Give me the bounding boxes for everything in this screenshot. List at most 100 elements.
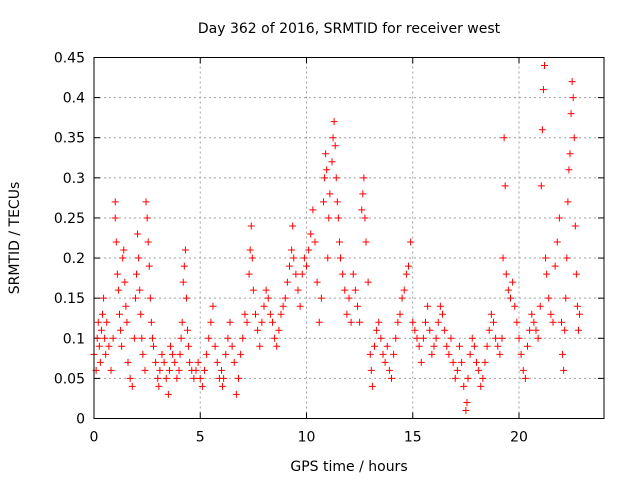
data-point: [182, 294, 190, 302]
data-point: [504, 286, 512, 294]
data-point: [198, 382, 206, 390]
data-point: [513, 318, 521, 326]
data-point: [490, 318, 497, 326]
data-point: [419, 334, 427, 342]
data-point: [303, 262, 310, 270]
data-point: [460, 382, 468, 390]
data-point: [428, 350, 436, 358]
data-point: [145, 262, 153, 270]
data-point: [143, 214, 151, 222]
data-point: [483, 342, 491, 350]
y-tick-label: 0.25: [54, 211, 85, 227]
data-point: [470, 342, 478, 350]
data-point: [156, 366, 164, 374]
data-point: [246, 246, 254, 254]
data-point: [402, 270, 410, 278]
data-point: [430, 342, 438, 350]
data-point: [300, 254, 308, 262]
data-point: [509, 278, 517, 286]
data-point: [424, 302, 432, 310]
data-point: [138, 334, 146, 342]
data-point: [99, 310, 106, 318]
data-point: [273, 342, 281, 350]
data-point: [543, 270, 551, 278]
data-point: [521, 374, 529, 382]
data-point: [567, 110, 575, 118]
data-point: [466, 350, 474, 358]
data-point: [169, 350, 177, 358]
data-point: [175, 366, 183, 374]
data-point: [211, 342, 219, 350]
data-point: [356, 318, 364, 326]
data-point: [555, 214, 563, 222]
data-point: [464, 374, 472, 382]
data-point: [541, 62, 548, 70]
data-point: [449, 358, 457, 366]
data-point: [547, 310, 555, 318]
data-point: [349, 270, 357, 278]
data-point: [252, 310, 259, 318]
data-point: [248, 254, 256, 262]
data-point: [463, 398, 471, 406]
data-point: [186, 358, 194, 366]
data-point: [102, 350, 110, 358]
data-point: [218, 366, 225, 374]
data-point: [538, 126, 546, 134]
data-point: [560, 366, 568, 374]
data-point: [95, 342, 103, 350]
data-point: [347, 318, 355, 326]
data-point: [511, 302, 519, 310]
data-point: [561, 326, 569, 334]
data-point: [294, 286, 302, 294]
data-point: [322, 150, 330, 158]
data-point: [383, 342, 391, 350]
data-point: [228, 342, 236, 350]
data-point: [445, 350, 453, 358]
data-point: [360, 174, 368, 182]
data-point: [107, 366, 115, 374]
data-point: [137, 310, 145, 318]
data-point: [260, 302, 268, 310]
data-point: [249, 286, 257, 294]
data-point: [443, 342, 451, 350]
data-point: [190, 374, 198, 382]
data-point: [136, 286, 144, 294]
data-point: [275, 326, 283, 334]
data-point: [232, 390, 240, 398]
data-point: [576, 310, 584, 318]
y-tick-label: 0.3: [63, 171, 85, 187]
data-point: [329, 134, 337, 142]
data-point: [160, 358, 168, 366]
data-point: [496, 350, 504, 358]
y-tick-label: 0.2: [63, 251, 85, 267]
data-point: [298, 270, 306, 278]
data-point: [411, 326, 419, 334]
data-point: [209, 302, 217, 310]
data-point: [264, 294, 272, 302]
data-point: [479, 374, 487, 382]
data-point: [358, 206, 366, 214]
data-point: [176, 350, 184, 358]
data-point: [394, 318, 402, 326]
data-point: [381, 358, 389, 366]
data-point: [134, 230, 142, 238]
x-tick-label: 20: [510, 430, 528, 446]
data-point: [507, 294, 514, 302]
data-point: [119, 254, 127, 262]
data-point: [317, 294, 325, 302]
axis-ticks: 0 0.05 0.1 0.15 0.2 0.25 0.3 0.35 0.4 0.45 0 5 10 15 2…: [54, 51, 604, 446]
data-point: [354, 302, 361, 310]
data-point: [222, 350, 230, 358]
data-point: [124, 358, 132, 366]
data-point: [130, 334, 138, 342]
y-tick-label: 0.1: [63, 331, 85, 347]
x-tick-label: 0: [90, 430, 99, 446]
data-point: [392, 334, 400, 342]
x-tick-label: 15: [404, 430, 422, 446]
data-point: [562, 294, 570, 302]
data-point: [366, 350, 374, 358]
x-axis-label: GPS time / hours: [290, 459, 407, 475]
data-point: [517, 350, 525, 358]
data-point: [177, 334, 185, 342]
